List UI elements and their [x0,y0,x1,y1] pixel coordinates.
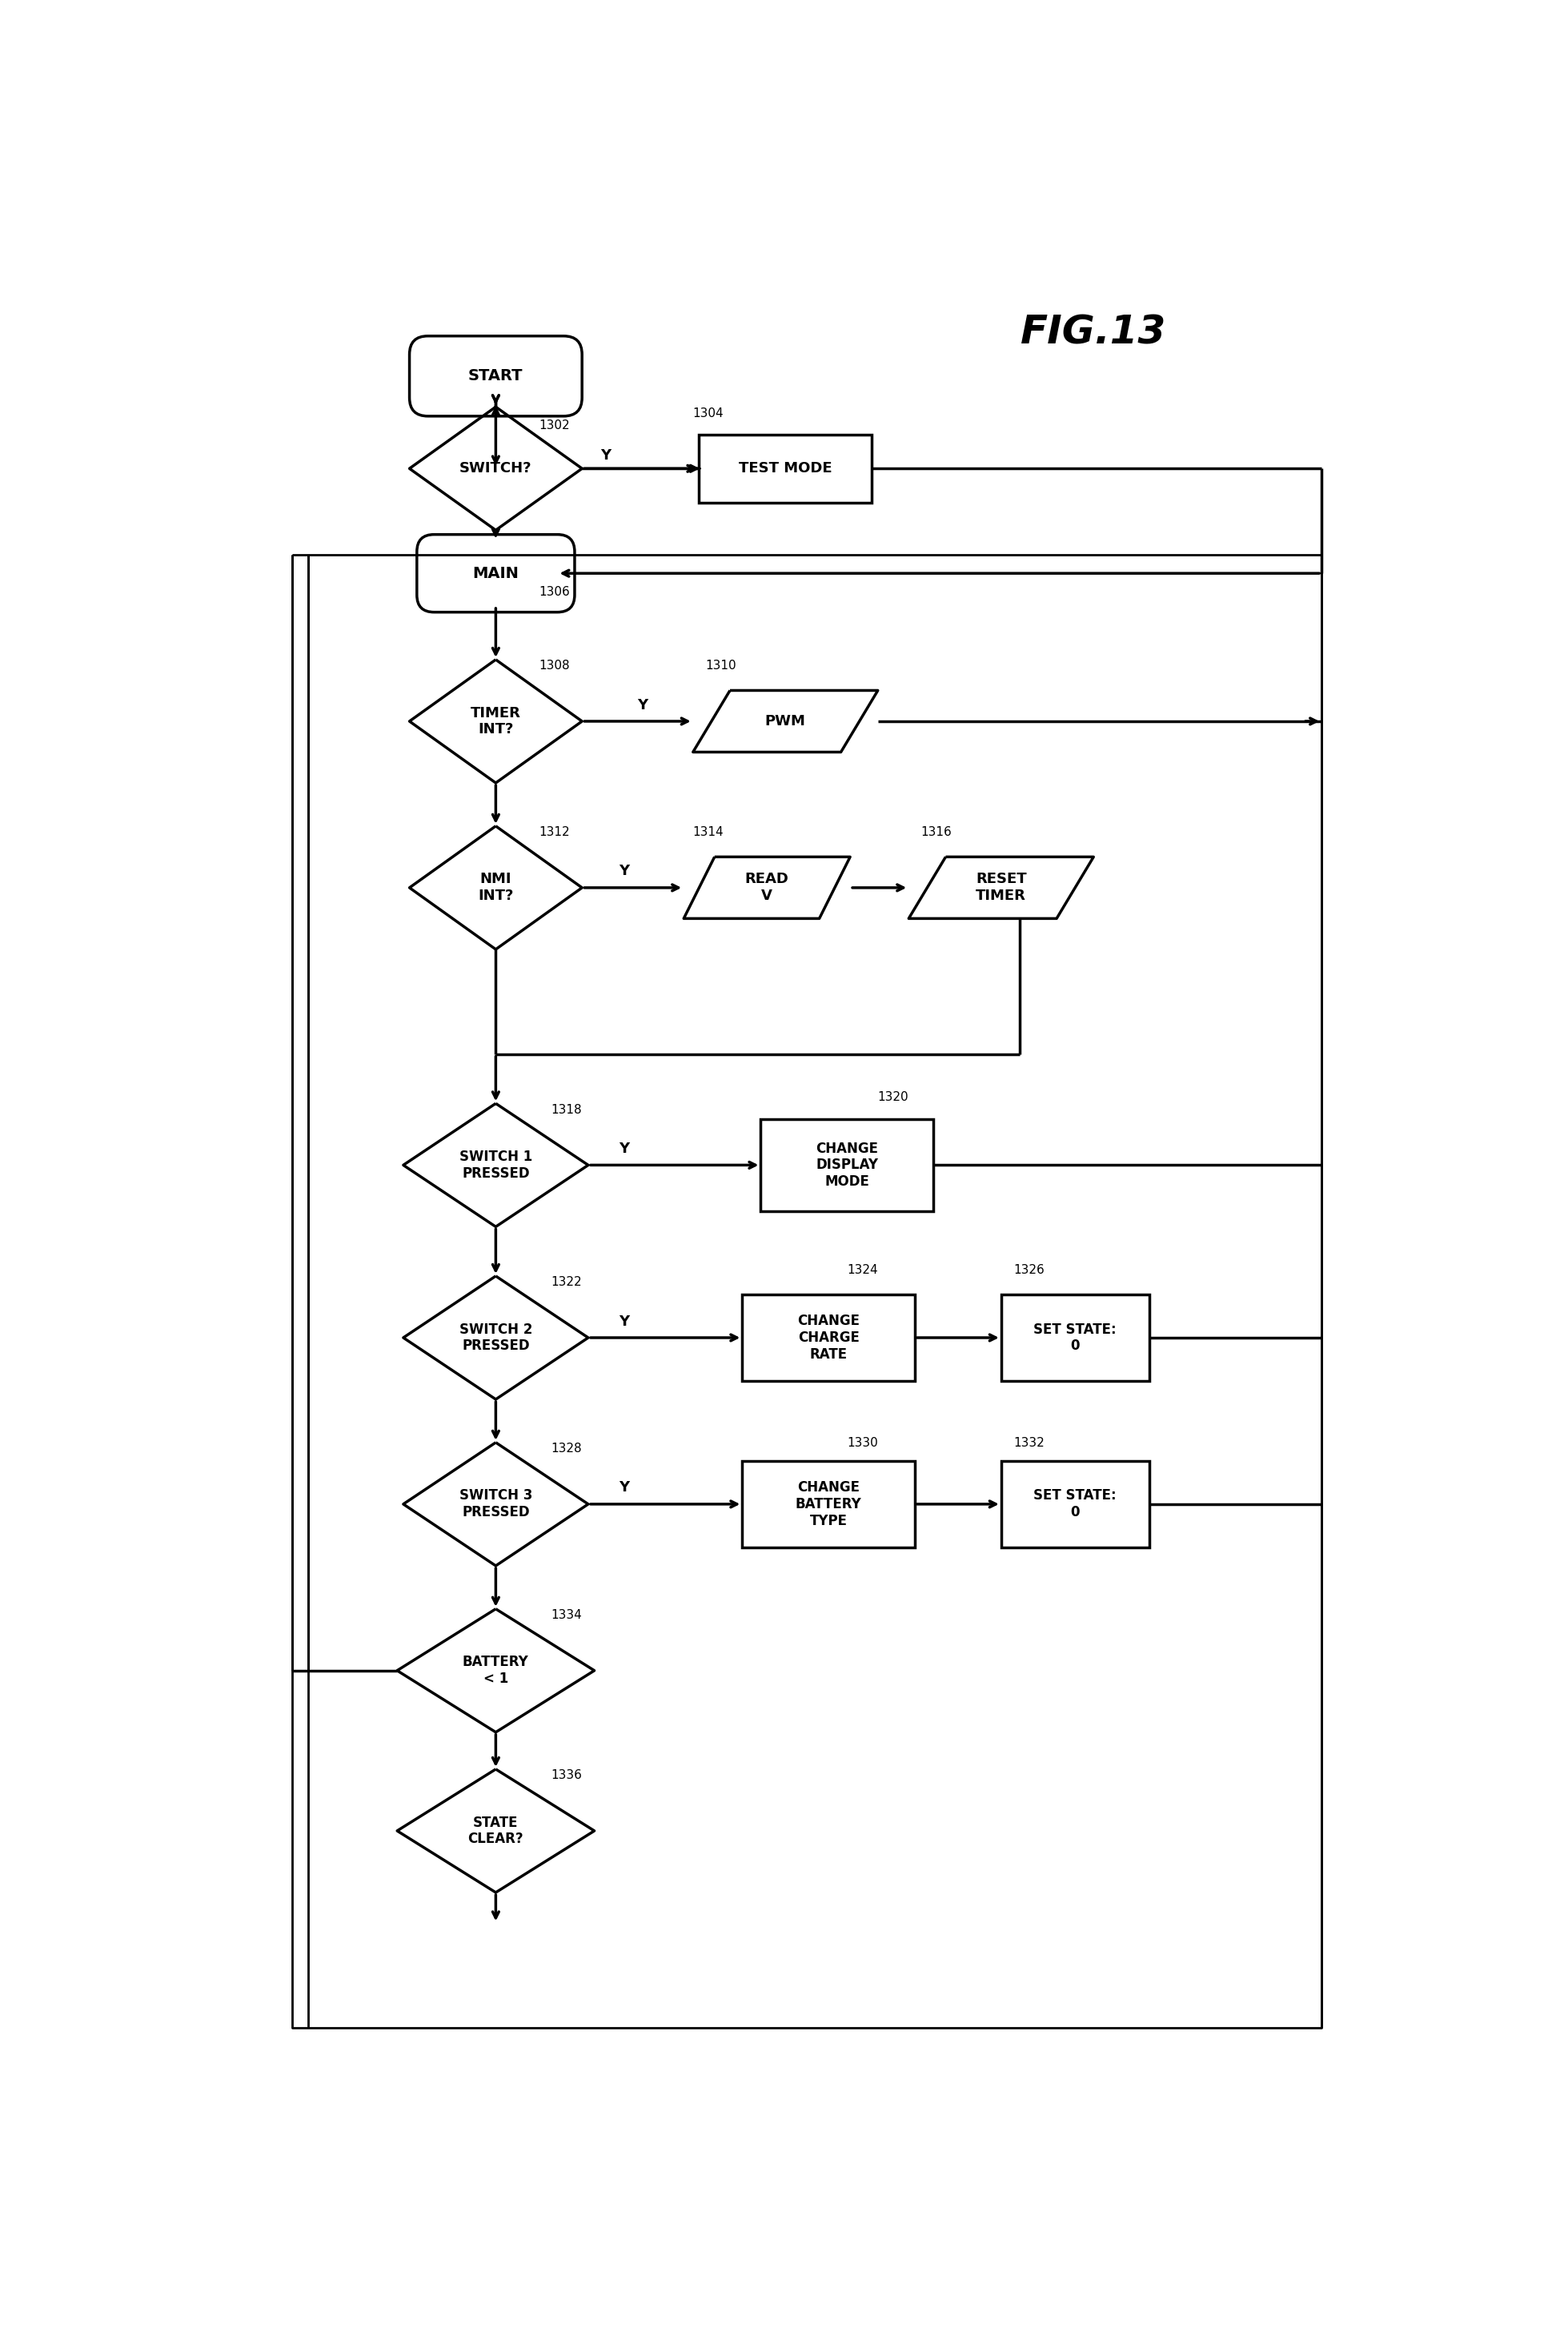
Bar [699,434,872,502]
Text: 1318: 1318 [552,1104,582,1115]
Text: SET STATE:
0: SET STATE: 0 [1033,1489,1116,1519]
Text: SET STATE:
0: SET STATE: 0 [1033,1322,1116,1352]
Text: SWITCH 3
PRESSED: SWITCH 3 PRESSED [459,1489,532,1519]
Text: FIG.13: FIG.13 [1021,315,1167,352]
Text: Y: Y [619,864,629,878]
Text: 1314: 1314 [693,826,724,838]
Text: 1306: 1306 [539,587,569,599]
Text: STATE
CLEAR?: STATE CLEAR? [467,1815,524,1846]
Text: 1326: 1326 [1013,1263,1044,1275]
Text: Y: Y [638,697,648,711]
Text: 1302: 1302 [539,420,569,432]
Text: TEST MODE: TEST MODE [739,460,833,477]
Text: 1310: 1310 [706,660,737,672]
Bar [742,1460,914,1547]
Text: SWITCH 1
PRESSED: SWITCH 1 PRESSED [459,1151,532,1181]
Text: RESET
TIMER: RESET TIMER [975,871,1027,904]
Bar [760,1120,933,1212]
Text: 1324: 1324 [847,1263,878,1275]
Text: TIMER
INT?: TIMER INT? [470,707,521,737]
Text: Y: Y [601,448,612,463]
Bar [1000,1460,1149,1547]
Text: Y: Y [619,1141,629,1155]
Text: 1316: 1316 [920,826,952,838]
Text: 1312: 1312 [539,826,569,838]
Text: 1334: 1334 [552,1608,582,1620]
Text: 1308: 1308 [539,660,569,672]
Text: NMI
INT?: NMI INT? [478,871,513,904]
Text: 1336: 1336 [552,1770,582,1782]
Text: 1322: 1322 [552,1277,582,1289]
Text: 1304: 1304 [693,406,724,420]
Text: 1330: 1330 [847,1437,878,1449]
Text: READ
V: READ V [745,871,789,904]
Text: Y: Y [619,1482,629,1496]
Bar [742,1294,914,1381]
Text: MAIN: MAIN [472,566,519,580]
Text: CHANGE
DISPLAY
MODE: CHANGE DISPLAY MODE [815,1141,878,1188]
Bar [1000,1294,1149,1381]
Text: 1328: 1328 [552,1442,582,1456]
Text: SWITCH?: SWITCH? [459,460,532,477]
Text: 1332: 1332 [1013,1437,1044,1449]
Text: 1320: 1320 [878,1092,909,1104]
Text: PWM: PWM [765,714,806,728]
Text: BATTERY
< 1: BATTERY < 1 [463,1655,528,1686]
Text: Y: Y [619,1315,629,1329]
Text: CHANGE
CHARGE
RATE: CHANGE CHARGE RATE [798,1315,859,1362]
Text: CHANGE
BATTERY
TYPE: CHANGE BATTERY TYPE [795,1479,862,1529]
Text: START: START [469,369,524,383]
Text: SWITCH 2
PRESSED: SWITCH 2 PRESSED [459,1322,532,1352]
